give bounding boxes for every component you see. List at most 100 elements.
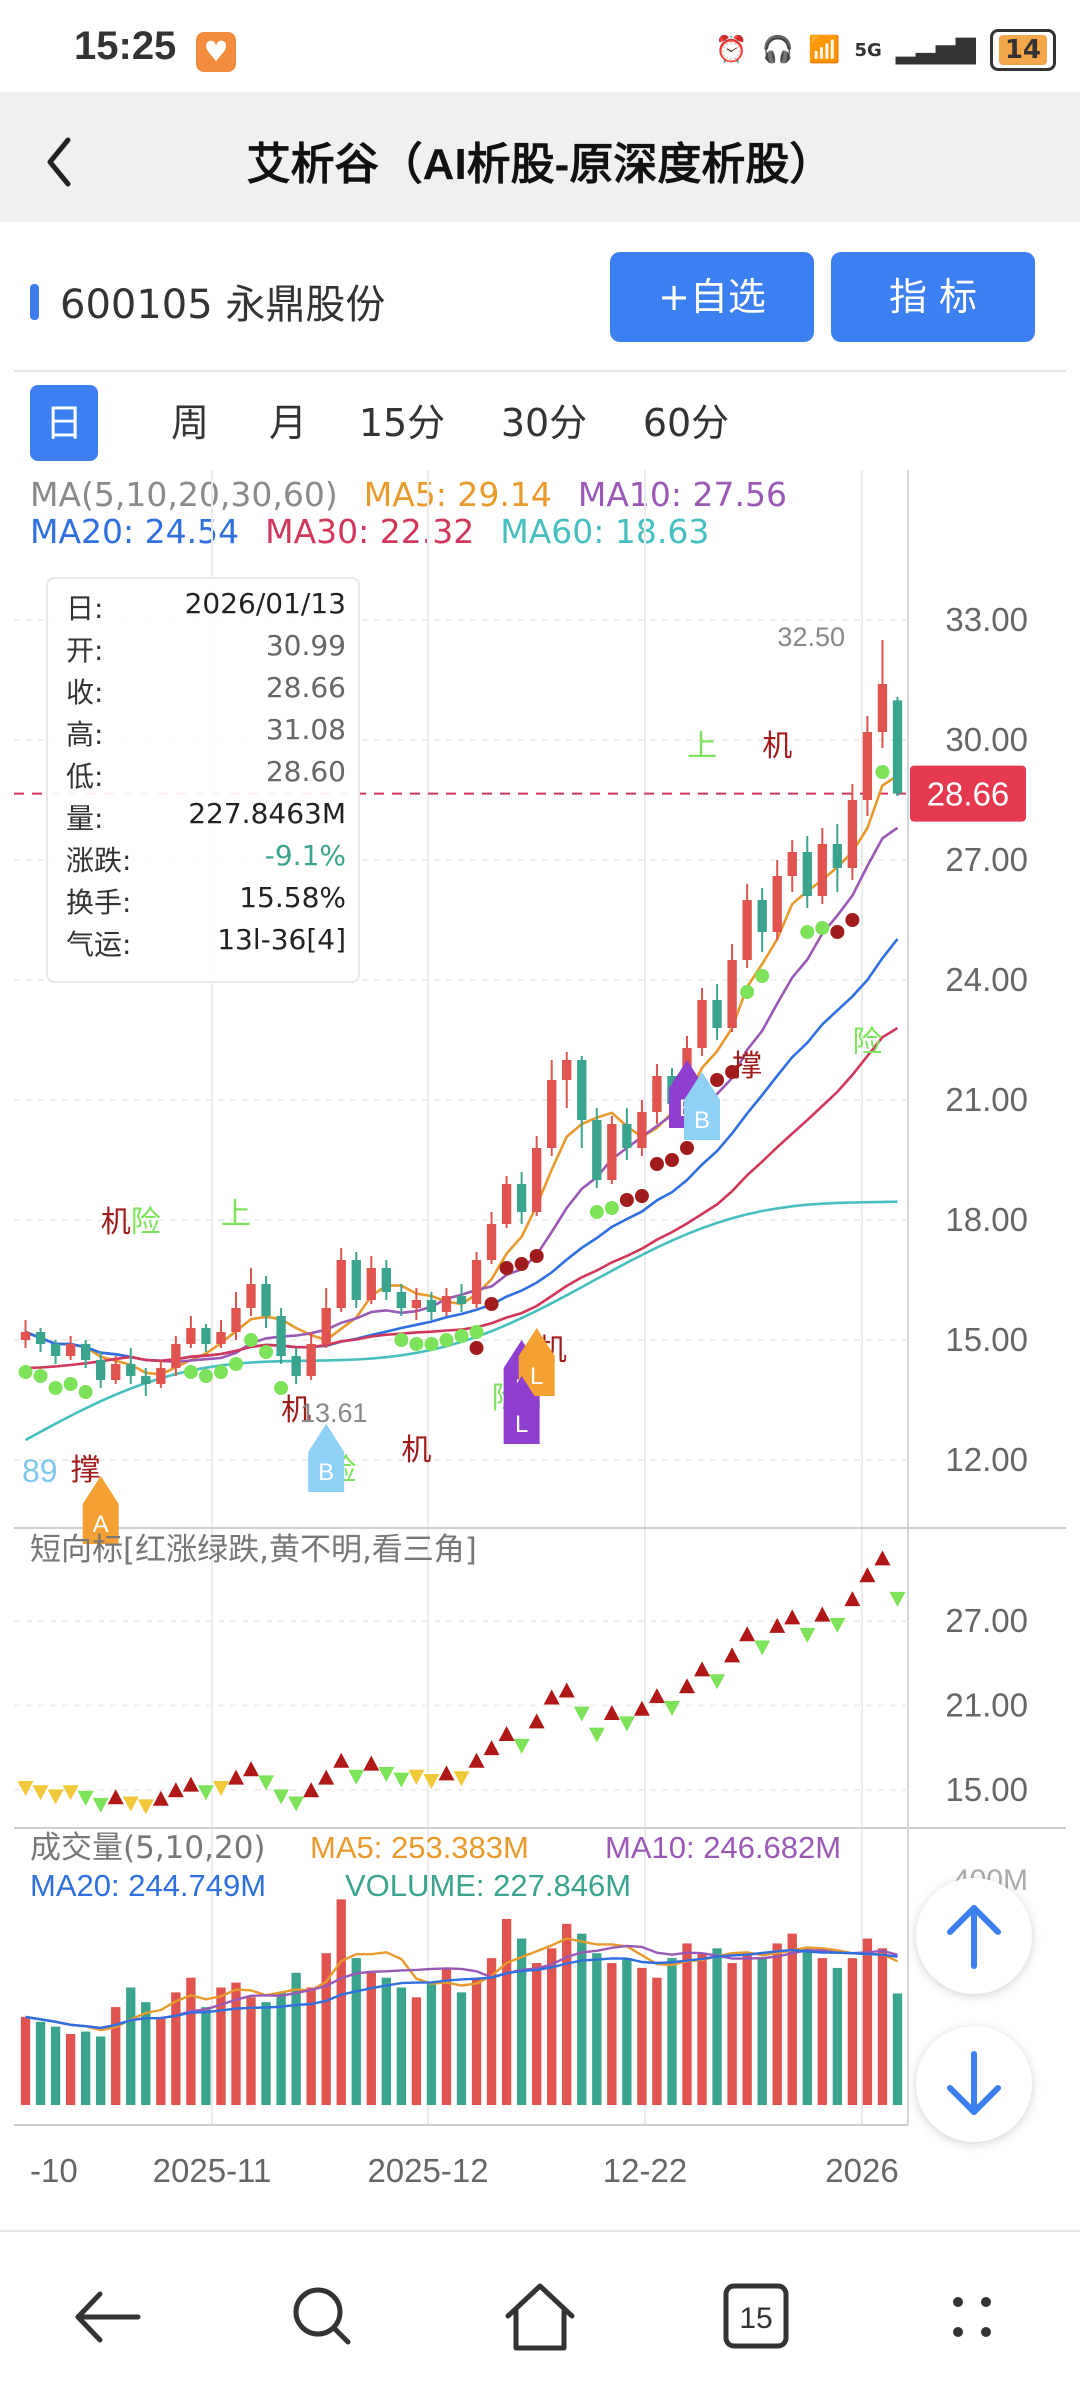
signal-cheng-label: 撑 xyxy=(732,1049,762,1084)
up-triangle xyxy=(333,1752,350,1768)
arrow-left-icon xyxy=(75,2291,141,2343)
chevron-left-icon xyxy=(47,137,71,187)
volume-bar xyxy=(141,2002,151,2105)
down-triangle xyxy=(17,1781,34,1797)
volume-bar xyxy=(216,1987,226,2105)
red-signal-dot xyxy=(845,913,860,927)
buy-badge xyxy=(684,1072,721,1140)
candle-body xyxy=(381,1268,391,1292)
candle-body xyxy=(411,1300,422,1308)
up-triangle xyxy=(633,1700,650,1716)
x-tick-label: 12-22 xyxy=(603,2152,687,2189)
down-triangle xyxy=(348,1769,365,1785)
tab-day[interactable]: 日 xyxy=(30,385,98,461)
tab-15min[interactable]: 15分 xyxy=(358,401,446,445)
up-triangle xyxy=(167,1782,184,1798)
candle-body xyxy=(231,1308,241,1332)
down-triangle xyxy=(62,1785,79,1801)
tab-60min[interactable]: 60分 xyxy=(642,401,730,445)
nav-tabs-button[interactable]: 15 xyxy=(706,2272,806,2362)
nav-home-button[interactable] xyxy=(490,2272,590,2362)
down-triangle xyxy=(573,1706,590,1722)
y-tick-label: 24.00 xyxy=(945,961,1028,998)
volume-bar xyxy=(607,1963,617,2105)
candle-body xyxy=(892,700,903,794)
headphones-icon: 🎧 xyxy=(761,35,795,65)
back-button[interactable] xyxy=(30,112,110,202)
nav-search-button[interactable] xyxy=(272,2272,372,2362)
volume-bar xyxy=(336,1899,346,2105)
volume-bar xyxy=(351,1958,361,2105)
candle-body xyxy=(577,1060,587,1120)
signal-shang-label: 上 xyxy=(687,729,717,764)
l-badge xyxy=(503,1376,540,1444)
nav-menu-button[interactable] xyxy=(922,2272,1022,2362)
up-triangle xyxy=(603,1704,620,1720)
ma20-value: MA20: 24.54 xyxy=(30,512,240,551)
down-triangle xyxy=(393,1772,410,1788)
volume-bar xyxy=(532,1963,542,2105)
home-icon xyxy=(505,2283,575,2351)
volume-bar xyxy=(516,1938,527,2105)
down-triangle xyxy=(47,1789,64,1805)
candle-body xyxy=(607,1124,617,1180)
partial-left-label: 89 xyxy=(22,1453,58,1489)
volume-bar xyxy=(231,1982,241,2105)
green-signal-dot xyxy=(875,765,890,779)
candle-body xyxy=(50,1344,61,1356)
system-nav-bar: 15 xyxy=(0,2230,1080,2402)
candle-body xyxy=(742,900,752,960)
x-tick-label: 2026 xyxy=(825,2152,898,2189)
low-marker-label: 13.61 xyxy=(300,1398,368,1428)
scroll-up-button[interactable] xyxy=(916,1878,1032,1994)
page-title: 艾析谷（AI析股-原深度析股） xyxy=(246,140,834,189)
up-triangle xyxy=(814,1606,831,1622)
green-signal-dot xyxy=(800,925,815,939)
down-triangle xyxy=(663,1700,680,1716)
tab-week[interactable]: 周 xyxy=(170,401,209,445)
down-triangle xyxy=(799,1627,816,1643)
info-row: 涨跌: -9.1% xyxy=(66,839,346,877)
candle-body xyxy=(426,1300,437,1312)
title-bar: 艾析谷（AI析股-原深度析股） xyxy=(0,92,1080,222)
volume-bar xyxy=(80,2031,91,2105)
ma-legend-title: MA(5,10,20,30,60) xyxy=(30,475,338,514)
ma30-value: MA30: 22.32 xyxy=(265,512,475,551)
green-signal-dot xyxy=(589,1205,604,1219)
green-signal-dot xyxy=(63,1377,78,1391)
candle-body xyxy=(772,876,782,932)
stock-chart[interactable]: 机险上机机机险上机撑险撑险BBBLLLA 短向标[红涨绿跌,黄不明,看三角]15… xyxy=(0,470,1080,2200)
volume-bar xyxy=(246,1997,256,2105)
ma10-value: MA10: 27.56 xyxy=(577,475,787,514)
up-triangle xyxy=(648,1688,665,1704)
tab-month[interactable]: 月 xyxy=(268,401,307,445)
volume-bar xyxy=(186,1977,196,2105)
volume-bar xyxy=(96,2036,106,2105)
y-tick-label: 33.00 xyxy=(945,601,1028,638)
l-badge-text: L xyxy=(515,1411,528,1438)
candle-body xyxy=(877,684,888,732)
candle-body xyxy=(321,1308,331,1344)
tab-30min[interactable]: 30分 xyxy=(500,401,588,445)
up-triangle xyxy=(874,1550,891,1566)
indicator-button[interactable]: 指 标 xyxy=(831,252,1035,342)
down-triangle xyxy=(273,1789,290,1805)
x-tick-label: -10 xyxy=(30,2152,78,2189)
volume-panel: 成交量(5,10,20) MA5: 253.383M MA10: 246.682M M… xyxy=(20,1830,1028,2105)
volume-bar xyxy=(877,1948,888,2105)
down-triangle xyxy=(258,1775,275,1791)
add-watchlist-button[interactable]: +自选 xyxy=(610,252,814,342)
stock-header: 600105 永鼎股份 +自选 指 标 xyxy=(0,222,1080,372)
volume-bar xyxy=(787,1933,797,2105)
volume-bar xyxy=(276,1992,286,2105)
chart-axes: 12.00 15.00 18.00 21.00 24.00 27.00 30.00 33.00… xyxy=(22,601,1028,2189)
volume-bar xyxy=(712,1948,722,2105)
volume-bar xyxy=(592,1953,602,2105)
signal-xian-label: 险 xyxy=(852,1025,882,1060)
nav-back-button[interactable] xyxy=(58,2272,158,2362)
candle-body xyxy=(126,1364,136,1376)
down-triangle xyxy=(889,1591,906,1607)
volume-bar xyxy=(501,1918,512,2105)
arrow-up-icon xyxy=(947,1905,1001,1969)
scroll-down-button[interactable] xyxy=(916,2026,1032,2142)
